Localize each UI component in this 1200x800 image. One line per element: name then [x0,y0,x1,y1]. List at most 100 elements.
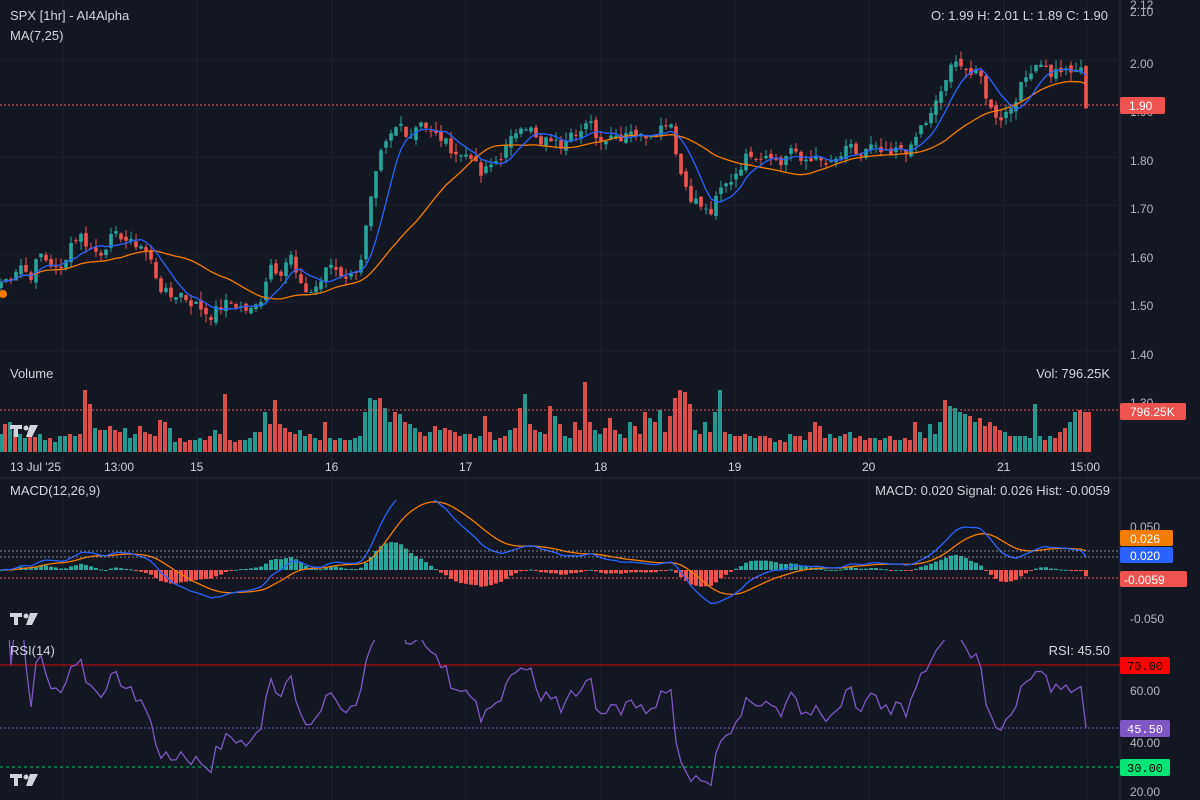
last-price-tag: 1.90 [1129,99,1153,113]
macd-histogram-bar [744,562,748,570]
price-tick-label: 1.80 [1130,154,1154,168]
volume-bar [563,436,567,452]
rsi-readout: RSI: 45.50 [1049,643,1110,658]
volume-bar [323,422,327,452]
candle [844,139,848,164]
macd-histogram-bar [724,570,728,575]
macd-histogram-bar [524,570,528,571]
candle [919,125,923,138]
volume-bars[interactable] [0,382,1091,452]
candle [1084,65,1088,109]
rsi-tick-60: 60.00 [1130,684,1160,698]
volume-bar [348,440,352,452]
candle-body [274,263,278,274]
macd-histogram-bar [69,566,73,570]
macd-histogram-bar [84,564,88,570]
macd-value-tag: 0.020 [1130,549,1160,563]
candle-body [84,233,88,247]
candle-body [194,301,198,304]
candle [389,129,393,148]
macd-histogram-bar [844,568,848,570]
candle [889,142,893,155]
candle-body [749,151,753,157]
candle [704,203,708,215]
volume-bar [683,392,687,452]
macd-histogram-bar [604,570,608,574]
macd-histogram-bar [309,568,313,570]
macd-histogram-bar [689,570,693,585]
macd-histogram-bar [149,570,153,575]
volume-bar [838,436,842,452]
candle [564,132,568,156]
candle [719,180,723,201]
macd-histogram-bar [414,556,418,570]
volume-bar [143,432,147,452]
price-pane[interactable] [0,51,1088,326]
volume-bar [343,440,347,452]
candle-body [969,67,973,75]
candle-body [279,271,283,276]
volume-bar [138,426,142,452]
candle-body [589,121,593,123]
macd-histogram-bar [709,570,713,586]
volume-bar [148,434,152,452]
candle-body [874,145,878,147]
candle [94,239,98,258]
candle-body [0,282,3,289]
candle [949,62,953,89]
candle [379,148,383,173]
candle-body [694,198,698,204]
time-axis[interactable]: 13 Jul '25 13:00 15 16 17 18 19 20 21 15:00 [10,460,1100,474]
macd-histogram-bar [629,570,633,573]
volume-bar [523,394,527,452]
volume-bar [538,432,542,452]
candle-body [334,267,338,270]
volume-bar [603,428,607,452]
rsi-tick-20: 20.00 [1130,785,1160,799]
macd-histogram-bar [279,559,283,570]
candle-body [1034,65,1038,72]
macd-histogram-bar [264,563,268,570]
candle-body [804,159,808,162]
candle-body [429,130,433,132]
volume-bar [968,416,972,452]
volume-bar [643,412,647,452]
candle-body [1054,69,1058,79]
candle [1069,61,1073,81]
price-axis[interactable]: 2.122.102.001.901.801.701.601.501.401.30 [1130,0,1154,410]
volume-bar [583,382,587,452]
candle [309,289,313,294]
macd-histogram-bar [464,570,468,584]
macd-histogram-bar [1019,570,1023,577]
candle [749,146,753,160]
macd-histogram-bar [59,568,63,570]
macd-histogram-bar [1079,570,1083,572]
macd-histogram-bar [499,570,503,582]
candle-body [1024,77,1028,82]
candle [674,122,678,157]
candle-body [674,126,678,155]
candle [439,124,443,148]
macd-histogram-bar [999,570,1003,582]
macd-histogram-bar [854,567,858,570]
macd-histogram-bar [804,566,808,570]
macd-histogram-bar [334,566,338,570]
macd-histogram-bar [199,570,203,580]
volume-bar [578,430,582,452]
macd-histogram-bar [254,567,258,570]
candle [429,125,433,138]
macd-histogram-bar [364,563,368,570]
candle-body [169,287,173,298]
volume-bar [358,436,362,452]
volume-bar [648,418,652,452]
candle [114,225,118,238]
candle [529,126,533,134]
candle [989,99,993,110]
volume-last-tag: 796.25K [1130,405,1175,419]
candle [504,138,508,164]
candle-body [709,208,713,215]
candlestick-series[interactable] [0,51,1088,326]
macd-pane[interactable] [0,494,1088,605]
candle [219,299,223,315]
